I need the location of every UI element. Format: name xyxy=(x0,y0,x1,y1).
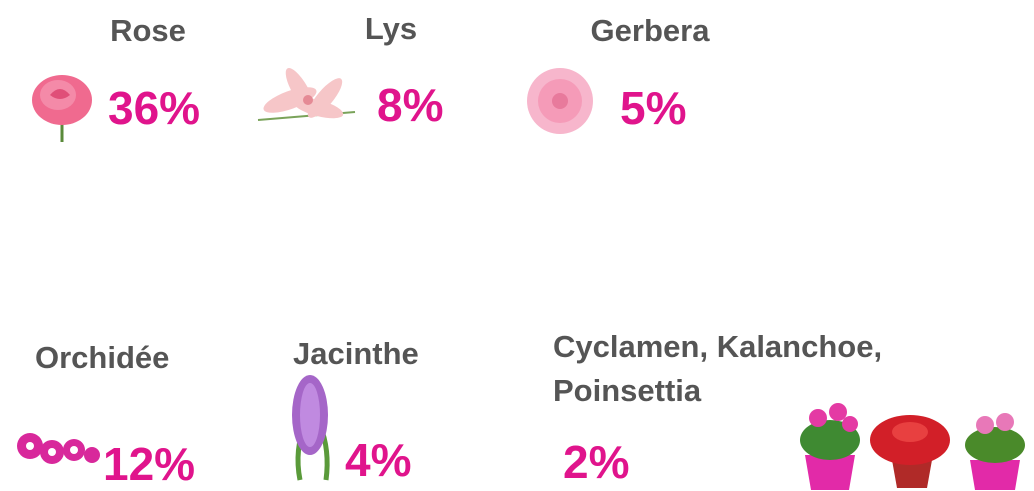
flower-label: Poinsettia xyxy=(553,373,702,408)
percent: 2% xyxy=(563,436,629,488)
rose-icon xyxy=(32,75,92,142)
potted-plants-icon xyxy=(800,403,1025,490)
flower-label: Gerbera xyxy=(591,13,711,48)
lily-icon xyxy=(258,64,355,122)
percent: 5% xyxy=(620,82,686,134)
flower-label: Rose xyxy=(110,13,186,48)
percent: 4% xyxy=(345,434,411,486)
flower-label: Jacinthe xyxy=(293,336,419,371)
gerbera-icon xyxy=(527,68,593,134)
infographic: Rose 36% Lys 8% Gerbera 5% Orchidée 12% … xyxy=(0,0,1034,491)
flower-label: Orchidée xyxy=(35,340,169,375)
flower-label: Lys xyxy=(365,11,417,46)
percent: 12% xyxy=(103,438,195,490)
hyacinth-icon xyxy=(292,375,328,480)
percent: 8% xyxy=(377,79,443,131)
orchid-icon xyxy=(17,433,100,464)
percent: 36% xyxy=(108,82,200,134)
flower-label: Cyclamen, Kalanchoe, xyxy=(553,329,882,364)
